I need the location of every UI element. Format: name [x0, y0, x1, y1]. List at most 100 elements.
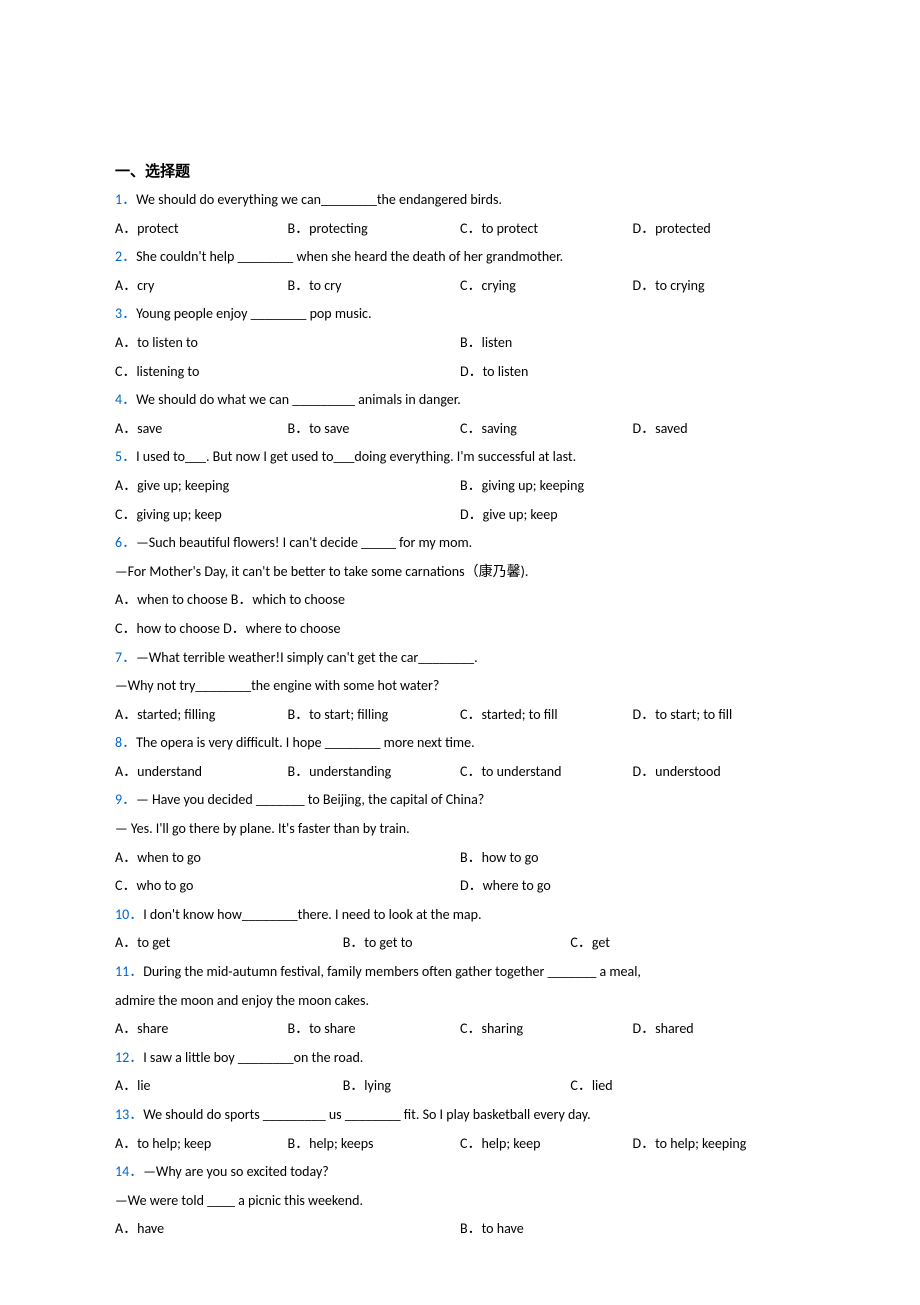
question-number: 7． — [115, 649, 136, 666]
option: D．to start; to fill — [633, 702, 806, 729]
options-row: C．how to choose D．where to choose — [115, 616, 805, 643]
options-row: A．to help; keepB．help; keepsC．help; keep… — [115, 1131, 805, 1158]
question-stem: 13．We should do sports _________ us ____… — [115, 1102, 805, 1129]
option: C．lied — [570, 1073, 805, 1100]
options-row: A．lieB．lyingC．lied — [115, 1073, 805, 1100]
question-stem: 8．The opera is very difficult. I hope __… — [115, 730, 805, 757]
question-text: — Have you decided _______ to Beijing, t… — [136, 791, 484, 808]
option: D．saved — [633, 416, 806, 443]
option: B．to get to — [343, 930, 571, 957]
options-row: C．who to goD．where to go — [115, 873, 805, 900]
option: C．crying — [460, 273, 633, 300]
questions-container: 1．We should do everything we can________… — [115, 187, 805, 1243]
question-continuation: —Why not try________the engine with some… — [115, 673, 805, 700]
question-stem: 4．We should do what we can _________ ani… — [115, 387, 805, 414]
question-text: We should do everything we can________th… — [136, 191, 502, 208]
options-row: A．understandB．understandingC．to understa… — [115, 759, 805, 786]
option: A．understand — [115, 759, 288, 786]
question-continuation: admire the moon and enjoy the moon cakes… — [115, 988, 805, 1015]
option: D．understood — [633, 759, 806, 786]
option: C．who to go — [115, 873, 460, 900]
question-number: 5． — [115, 448, 136, 465]
option: A．give up; keeping — [115, 473, 460, 500]
option: A．to listen to — [115, 330, 460, 357]
option: B．to share — [288, 1016, 461, 1043]
question-text: —Why are you so excited today? — [143, 1163, 329, 1180]
question-stem: 11．During the mid-autumn festival, famil… — [115, 959, 805, 986]
question-text: —Such beautiful flowers! I can't decide … — [136, 534, 472, 551]
option: D．where to go — [460, 873, 805, 900]
option: B．listen — [460, 330, 805, 357]
option: B．to start; filling — [288, 702, 461, 729]
option: C．help; keep — [460, 1131, 633, 1158]
option: A．to get — [115, 930, 343, 957]
option: B．to have — [460, 1216, 805, 1243]
option: D．give up; keep — [460, 502, 805, 529]
option: C．saving — [460, 416, 633, 443]
option: A．share — [115, 1016, 288, 1043]
question-text: We should do what we can _________ anima… — [136, 391, 461, 408]
option: D．shared — [633, 1016, 806, 1043]
question-stem: 3．Young people enjoy ________ pop music. — [115, 301, 805, 328]
question-stem: 6．—Such beautiful flowers! I can't decid… — [115, 530, 805, 557]
question-number: 12． — [115, 1049, 143, 1066]
question-number: 6． — [115, 534, 136, 551]
option: A．started; filling — [115, 702, 288, 729]
question-text: I don't know how________there. I need to… — [143, 906, 481, 923]
question-text: —What terrible weather!I simply can't ge… — [136, 649, 478, 666]
option: D．to crying — [633, 273, 806, 300]
question-number: 11． — [115, 963, 143, 980]
option: C．started; to fill — [460, 702, 633, 729]
option: C．to protect — [460, 216, 633, 243]
question-text: During the mid-autumn festival, family m… — [143, 963, 641, 980]
option: B．giving up; keeping — [460, 473, 805, 500]
question-text: I used to___. But now I get used to___do… — [136, 448, 576, 465]
question-number: 14． — [115, 1163, 143, 1180]
question-continuation: — Yes. I'll go there by plane. It's fast… — [115, 816, 805, 843]
question-number: 8． — [115, 734, 136, 751]
option: B．protecting — [288, 216, 461, 243]
option: B．lying — [343, 1073, 571, 1100]
question-stem: 5．I used to___. But now I get used to___… — [115, 444, 805, 471]
option: B．how to go — [460, 845, 805, 872]
question-number: 9． — [115, 791, 136, 808]
exam-page: 一、选择题 1．We should do everything we can__… — [0, 0, 920, 1305]
options-row: A．when to goB．how to go — [115, 845, 805, 872]
question-text: She couldn't help ________ when she hear… — [136, 248, 563, 265]
option: B．help; keeps — [288, 1131, 461, 1158]
option: C．to understand — [460, 759, 633, 786]
options-row: A．to listen toB．listen — [115, 330, 805, 357]
option: A．lie — [115, 1073, 343, 1100]
option: A．cry — [115, 273, 288, 300]
option: D．to listen — [460, 359, 805, 386]
question-text: We should do sports _________ us _______… — [143, 1106, 591, 1123]
options-row: A．give up; keepingB．giving up; keeping — [115, 473, 805, 500]
option: C．listening to — [115, 359, 460, 386]
options-row: C．listening toD．to listen — [115, 359, 805, 386]
question-text: I saw a little boy ________on the road. — [143, 1049, 363, 1066]
option: D．protected — [633, 216, 806, 243]
option: A．to help; keep — [115, 1131, 288, 1158]
question-number: 4． — [115, 391, 136, 408]
question-number: 1． — [115, 191, 136, 208]
options-row: A．started; fillingB．to start; fillingC．s… — [115, 702, 805, 729]
question-continuation: —For Mother's Day, it can't be better to… — [115, 559, 805, 586]
question-text: Young people enjoy ________ pop music. — [136, 305, 371, 322]
question-stem: 1．We should do everything we can________… — [115, 187, 805, 214]
option: A．protect — [115, 216, 288, 243]
options-row: A．to getB．to get toC．get — [115, 930, 805, 957]
option: B．to save — [288, 416, 461, 443]
question-stem: 10．I don't know how________there. I need… — [115, 902, 805, 929]
options-row: A．protectB．protectingC．to protectD．prote… — [115, 216, 805, 243]
option: C．giving up; keep — [115, 502, 460, 529]
question-number: 13． — [115, 1106, 143, 1123]
question-number: 3． — [115, 305, 136, 322]
option: D．to help; keeping — [633, 1131, 806, 1158]
option: A．save — [115, 416, 288, 443]
options-row: A．saveB．to saveC．savingD．saved — [115, 416, 805, 443]
question-stem: 9．— Have you decided _______ to Beijing,… — [115, 787, 805, 814]
question-number: 2． — [115, 248, 136, 265]
option: A．when to go — [115, 845, 460, 872]
question-number: 10． — [115, 906, 143, 923]
option: C．get — [570, 930, 805, 957]
